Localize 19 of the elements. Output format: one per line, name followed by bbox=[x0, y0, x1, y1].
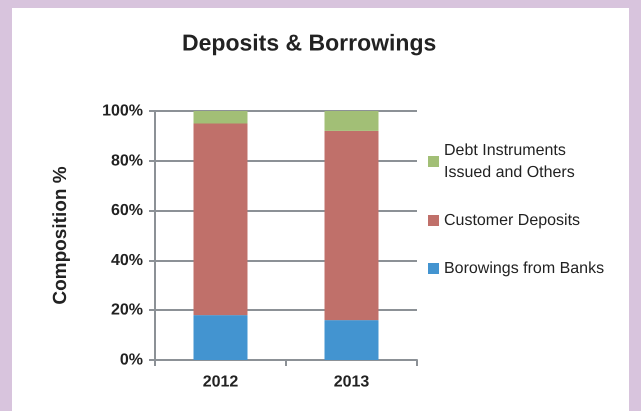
x-tick-label: 2012 bbox=[202, 374, 238, 390]
y-tick-label: 100% bbox=[102, 102, 143, 120]
legend-label: Debt Instruments Issued and Others bbox=[444, 142, 575, 181]
legend-label: Customer Deposits bbox=[444, 212, 580, 229]
bar bbox=[194, 111, 248, 124]
chart-title: Deposits & Borrowings bbox=[182, 30, 436, 56]
y-tick-label: 20% bbox=[110, 302, 143, 319]
bar bbox=[324, 130, 378, 320]
y-tick-label: 80% bbox=[110, 152, 143, 170]
y-tick-label: 0% bbox=[120, 352, 143, 368]
bar bbox=[324, 111, 378, 131]
legend-label: Borowings from Banks bbox=[444, 260, 604, 277]
y-tick-label: 60% bbox=[110, 202, 143, 220]
y-axis-title: Composition % bbox=[50, 166, 71, 305]
y-tick-label: 40% bbox=[110, 252, 143, 269]
x-tick-label: 2013 bbox=[334, 374, 370, 390]
bar bbox=[324, 320, 378, 360]
bar bbox=[194, 315, 248, 360]
bar bbox=[194, 123, 248, 316]
